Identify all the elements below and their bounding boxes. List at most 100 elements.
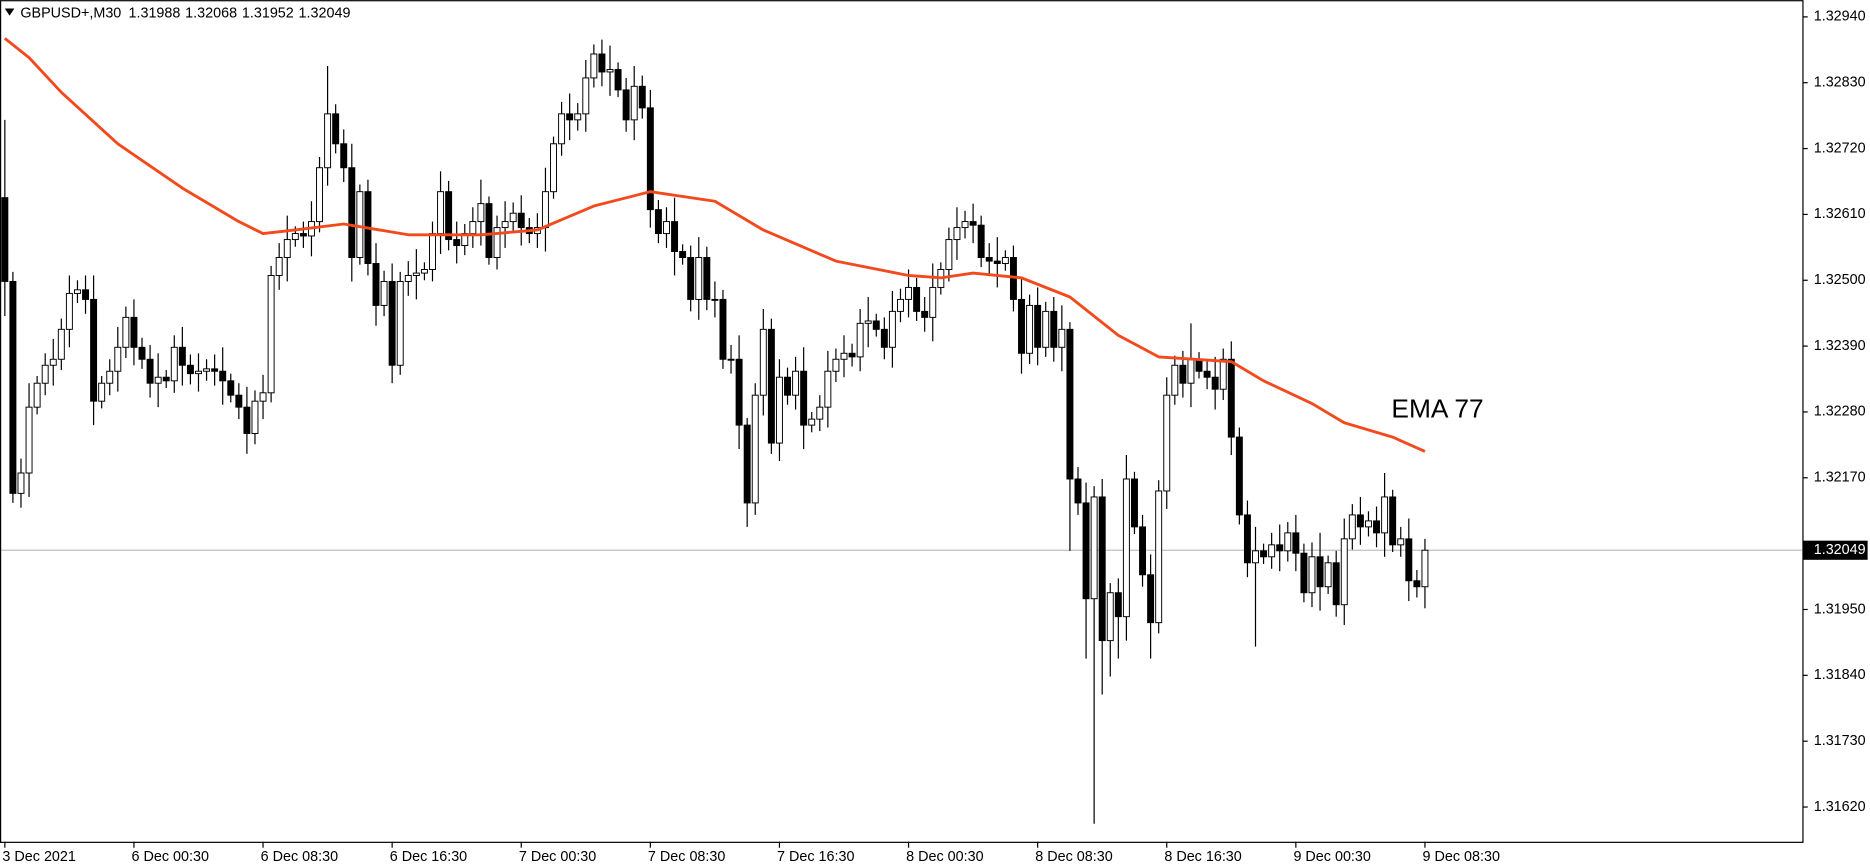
candle-body <box>1130 478 1138 528</box>
candle-body <box>162 376 170 382</box>
y-tick-label: 1.32280 <box>1814 404 1866 420</box>
candle-body <box>453 239 461 247</box>
y-tick-label: 1.31840 <box>1814 667 1866 683</box>
candle-body <box>1034 304 1042 348</box>
candle-body <box>792 370 800 396</box>
y-tick-label: 1.32390 <box>1814 338 1866 354</box>
candle-body <box>203 368 211 372</box>
candle-body <box>1179 364 1187 384</box>
candle-body <box>170 346 178 382</box>
candle-body <box>235 394 243 408</box>
x-tick-label: 8 Dec 08:30 <box>1035 849 1112 865</box>
candle-body <box>1074 478 1082 504</box>
candle-body <box>412 272 420 276</box>
candle-body <box>872 320 880 330</box>
candle-body <box>114 346 122 372</box>
y-tick-label: 1.31950 <box>1814 601 1866 617</box>
candle-body <box>348 167 356 258</box>
candle-body <box>1042 310 1050 348</box>
candle-body <box>1114 592 1122 618</box>
plot-frame <box>0 0 1804 843</box>
candle-body <box>57 328 65 360</box>
candle-body <box>130 316 138 348</box>
candle-body <box>1203 370 1211 378</box>
candle-body <box>550 143 557 193</box>
candle-body <box>372 263 380 306</box>
candle-body <box>663 221 670 235</box>
candle-body <box>106 370 114 384</box>
candle-body <box>905 286 913 300</box>
candle-body <box>703 257 711 300</box>
candle-body <box>679 251 687 258</box>
candle-body <box>485 203 493 258</box>
y-tick-label: 1.32830 <box>1814 75 1866 91</box>
candle-body <box>582 77 590 115</box>
candle-body <box>654 209 662 235</box>
x-tick-label: 7 Dec 16:30 <box>777 849 854 865</box>
candle-body <box>340 143 348 169</box>
candle-body <box>154 376 162 384</box>
candle-body <box>73 289 81 294</box>
candle-body <box>420 269 428 274</box>
candle-body <box>429 233 436 270</box>
candle-body <box>832 358 840 372</box>
chart-header: GBPUSD+,M30 1.31988 1.32068 1.31952 1.32049 <box>20 5 350 21</box>
candle-body <box>1243 514 1251 564</box>
candle-body <box>251 400 259 434</box>
candle-body <box>751 394 759 504</box>
candle-body <box>211 368 219 372</box>
candle-body <box>630 85 638 121</box>
candle-body <box>590 53 598 79</box>
candle-body <box>1405 538 1413 582</box>
candle-body <box>1090 496 1098 600</box>
candle-body <box>1381 496 1389 534</box>
candle-body <box>1332 562 1340 606</box>
candle-body <box>848 352 856 358</box>
x-tick-label: 9 Dec 00:30 <box>1293 849 1370 865</box>
candle-body <box>1276 544 1284 552</box>
candle-body <box>897 298 904 312</box>
candle-body <box>275 257 283 276</box>
candle-body <box>186 364 194 375</box>
x-tick-label: 8 Dec 16:30 <box>1164 849 1241 865</box>
candle-body <box>598 53 606 73</box>
candle-body <box>913 286 921 312</box>
candle-body <box>1171 364 1179 396</box>
candle-body <box>469 221 477 235</box>
candle-body <box>1122 478 1130 618</box>
header-low: 1.31952 <box>242 5 294 21</box>
candle-body <box>1163 394 1171 492</box>
candle-body <box>41 364 49 384</box>
ema-line <box>3 37 1426 453</box>
candle-body <box>517 212 525 229</box>
candle-body <box>1389 496 1397 546</box>
candle-body <box>283 239 291 258</box>
candle-body <box>1211 376 1219 390</box>
candle-body <box>606 69 614 73</box>
candle-body <box>574 113 582 121</box>
candle-body <box>1 197 9 282</box>
price-tag-label: 1.32049 <box>1814 542 1866 558</box>
candle-body <box>33 382 41 408</box>
candle-body <box>1098 496 1106 642</box>
candle-body <box>993 260 1001 264</box>
candle-body <box>49 358 57 366</box>
candle-body <box>614 69 622 91</box>
candle-body <box>1066 328 1074 480</box>
x-tick-label: 7 Dec 08:30 <box>648 849 725 865</box>
y-tick-label: 1.32500 <box>1814 272 1866 288</box>
candle-body <box>219 370 227 382</box>
menu-triangle[interactable] <box>4 8 15 16</box>
candle-body <box>138 346 146 360</box>
candle-body <box>671 221 679 253</box>
candle-body <box>299 233 307 237</box>
candle-body <box>888 310 896 348</box>
candle-body <box>324 113 332 169</box>
candle-body <box>953 227 961 241</box>
candle-body <box>687 257 695 300</box>
candle-body <box>195 370 202 375</box>
candle-body <box>735 358 743 426</box>
candle-body <box>945 239 953 270</box>
